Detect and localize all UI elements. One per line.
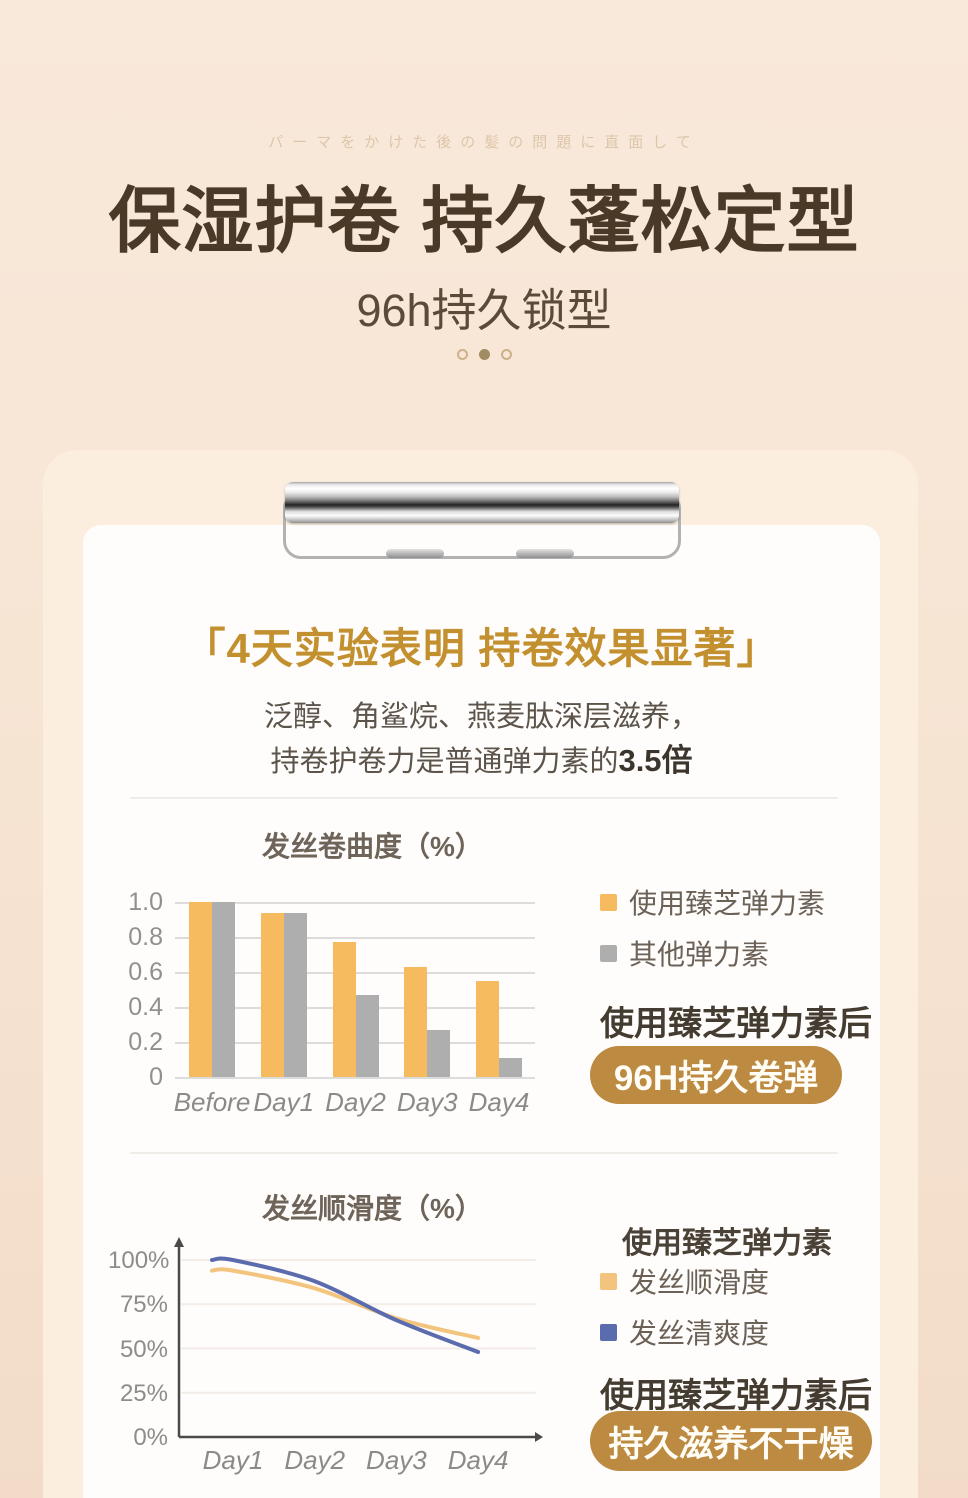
bar-gridline [175, 1077, 535, 1079]
line-chart-title: 发丝顺滑度（%） [262, 1193, 483, 1224]
divider-2 [130, 1152, 838, 1154]
line-xtick-label: Day2 [284, 1445, 346, 1475]
bar-xtick-label: Day2 [325, 1087, 386, 1117]
bar-chart-title: 发丝卷曲度（%） [262, 831, 483, 862]
line-ytick-label: 0% [133, 1424, 168, 1451]
line-ytick-label: 50% [119, 1335, 168, 1363]
carousel-dot-2[interactable] [478, 349, 490, 360]
line-series [210, 1267, 481, 1340]
legend-label: 发丝清爽度 [629, 1318, 770, 1349]
bar-result-label: 使用臻芝弹力素后 [600, 1005, 872, 1043]
bar [260, 912, 284, 1077]
carousel-dot-3[interactable] [500, 349, 512, 360]
line-xtick-label: Day3 [366, 1445, 427, 1475]
clip-sleeve-right [516, 549, 574, 558]
bar-xtick-label: Day3 [396, 1087, 458, 1117]
line-legend-header: 使用臻芝弹力素 [622, 1227, 832, 1260]
legend-row: 发丝顺滑度 [600, 1261, 769, 1301]
line-result-badge: 持久滋养不干燥 [590, 1411, 872, 1471]
carousel-dot-1[interactable] [456, 349, 468, 360]
bar [212, 902, 235, 1077]
bar [189, 902, 212, 1077]
legend-row: 其他弹力素 [600, 933, 825, 973]
divider-1 [130, 797, 838, 799]
legend-swatch-icon [600, 893, 617, 911]
bar [476, 980, 499, 1077]
bar-chart-legend: 使用臻芝弹力素 其他弹力素 [600, 882, 825, 973]
line-result-label: 使用臻芝弹力素后 [600, 1377, 872, 1415]
bar [355, 994, 379, 1077]
carousel-dots [0, 349, 968, 360]
japanese-tagline: パーマをかけた後の髪の問題に直面して [268, 134, 700, 151]
line-xtick-label: Day4 [447, 1445, 509, 1475]
bar [332, 942, 356, 1077]
bar-ytick-label: 1.0 [128, 888, 163, 916]
bar-xtick-label: Before [173, 1087, 251, 1117]
bar [404, 966, 428, 1077]
line-ytick-label: 100% [108, 1247, 170, 1274]
legend-label: 发丝顺滑度 [629, 1267, 770, 1298]
experiment-desc-line2: 持卷护卷力是普通弹力素的3.5倍 [83, 735, 880, 780]
bar-ytick-label: 0.8 [128, 923, 163, 951]
bar-xtick-label: Day4 [468, 1087, 530, 1117]
desc-line2-prefix: 持卷护卷力是普通弹力素的 [270, 746, 619, 778]
legend-row: 发丝清爽度 [600, 1312, 769, 1352]
page-title: 保湿护卷 持久蓬松定型 [108, 182, 860, 262]
page-subtitle: 96h持久锁型 [356, 285, 612, 336]
line-ytick-label: 25% [119, 1379, 168, 1407]
bar [499, 1057, 522, 1077]
bar [283, 912, 307, 1077]
desc-line2-multiplier: 3.5倍 [618, 743, 693, 778]
bar-ytick-label: 0.6 [128, 958, 163, 986]
line-chart-legend: 发丝顺滑度发丝清爽度 [600, 1261, 769, 1352]
clip-sleeve-left [386, 549, 444, 558]
bar-result-badge: 96H持久卷弹 [590, 1046, 842, 1104]
legend-label: 使用臻芝弹力素 [629, 888, 826, 919]
legend-swatch-icon [600, 944, 617, 962]
line-xtick-label: Day1 [202, 1445, 264, 1475]
bar [427, 1029, 451, 1077]
clipboard-paper: 「4天实验表明 持卷效果显著」 泛醇、角鲨烷、燕麦肽深层滋养， 持卷护卷力是普通… [83, 525, 880, 1498]
legend-row: 使用臻芝弹力素 [600, 882, 825, 922]
bar-ytick-label: 0 [149, 1063, 163, 1091]
line-series [210, 1256, 481, 1354]
legend-swatch-icon [600, 1323, 617, 1341]
bar-gridline [175, 937, 535, 939]
bar-gridline [175, 902, 535, 904]
bar-chart-plot [175, 902, 535, 1079]
legend-label: 其他弹力素 [629, 939, 770, 970]
line-chart-plot [174, 1237, 543, 1442]
line-ytick-label: 75% [119, 1291, 168, 1319]
bar-xtick-label: Day1 [253, 1087, 315, 1117]
bar-ytick-label: 0.4 [128, 993, 163, 1021]
experiment-desc-line1: 泛醇、角鲨烷、燕麦肽深层滋养， [263, 701, 699, 733]
experiment-headline: 「4天实验表明 持卷效果显著」 [183, 625, 780, 672]
clipboard-clip-bar [285, 482, 679, 523]
bar-ytick-label: 0.2 [128, 1028, 163, 1056]
legend-swatch-icon [600, 1272, 617, 1290]
